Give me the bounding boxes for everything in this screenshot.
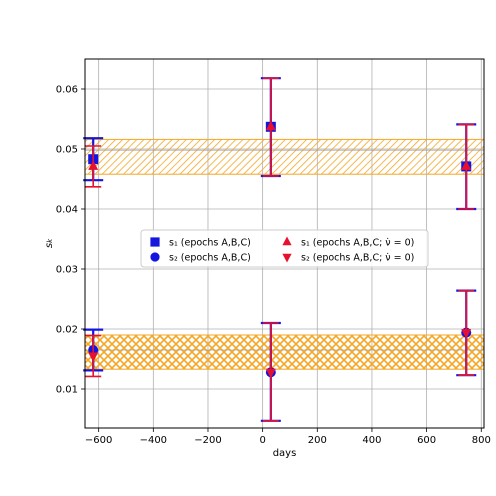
x-tick-label: 200 [308,435,327,446]
data-point-s1nu [461,160,472,170]
legend: s₁ (epochs A,B,C) s₂ (epochs A,B,C) s₁ (ep… [140,229,429,268]
x-tick-label: −600 [85,435,112,446]
data-point-s2nu [461,329,472,339]
uncertainty-band [85,138,484,175]
legend-marker-s2 [150,252,160,262]
bands [85,138,484,370]
x-tick-label: 600 [417,435,436,446]
x-axis-label: days [273,448,297,459]
data-point-s2nu [265,368,276,379]
series-s2nu [85,289,475,422]
x-tick-label: −200 [194,435,221,446]
legend-box [140,229,429,268]
plot-frame [84,58,485,429]
x-tick-label: −400 [140,435,167,446]
data-point-s2nu [88,352,99,362]
legend-label-s1nu: s₁ (epochs A,B,C; ν̇ = 0) [301,238,414,249]
x-tick-label: 800 [472,435,491,446]
y-tick-label: 0.03 [56,265,78,276]
data-series [83,77,477,422]
data-point-s1nu [265,120,276,131]
y-tick-label: 0.06 [56,85,78,96]
uncertainty-band [85,334,484,370]
legend-label-s1: s₁ (epochs A,B,C) [169,238,251,249]
legend-marker-s2nu [282,253,292,263]
y-axis-label: sk [44,238,55,248]
legend-label-s2nu: s₂ (epochs A,B,C; ν̇ = 0) [301,253,414,264]
y-tick-label: 0.05 [56,145,78,156]
y-tick-label: 0.01 [56,385,78,396]
series-s1nu [85,77,475,210]
x-tick-label: 0 [259,435,265,446]
data-point-s1nu [88,160,99,170]
y-tick-label: 0.04 [56,205,78,216]
legend-marker-s1 [150,237,160,247]
x-tick-label: 400 [362,435,381,446]
legend-label-s2: s₂ (epochs A,B,C) [169,253,251,264]
axis-ticks: −600 −400 −200 0 200 400 600 800 0.01 0.02 0.03 0.0… [56,85,491,447]
y-tick-label: 0.02 [56,325,78,336]
legend-marker-s1nu [282,236,292,246]
